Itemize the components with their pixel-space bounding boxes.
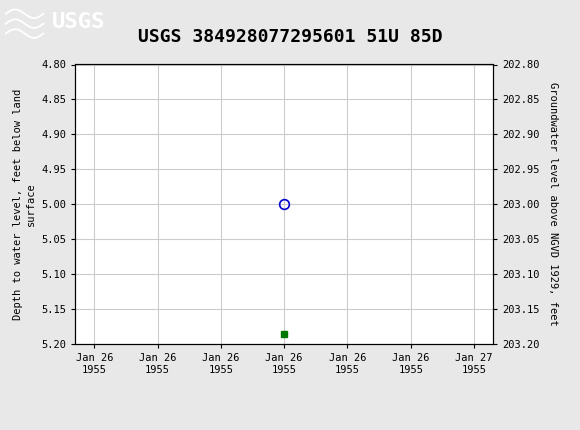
Y-axis label: Depth to water level, feet below land
surface: Depth to water level, feet below land su… [13,89,36,320]
Text: USGS 384928077295601 51U 85D: USGS 384928077295601 51U 85D [138,28,442,46]
Y-axis label: Groundwater level above NGVD 1929, feet: Groundwater level above NGVD 1929, feet [548,83,558,326]
Text: USGS: USGS [52,12,106,31]
